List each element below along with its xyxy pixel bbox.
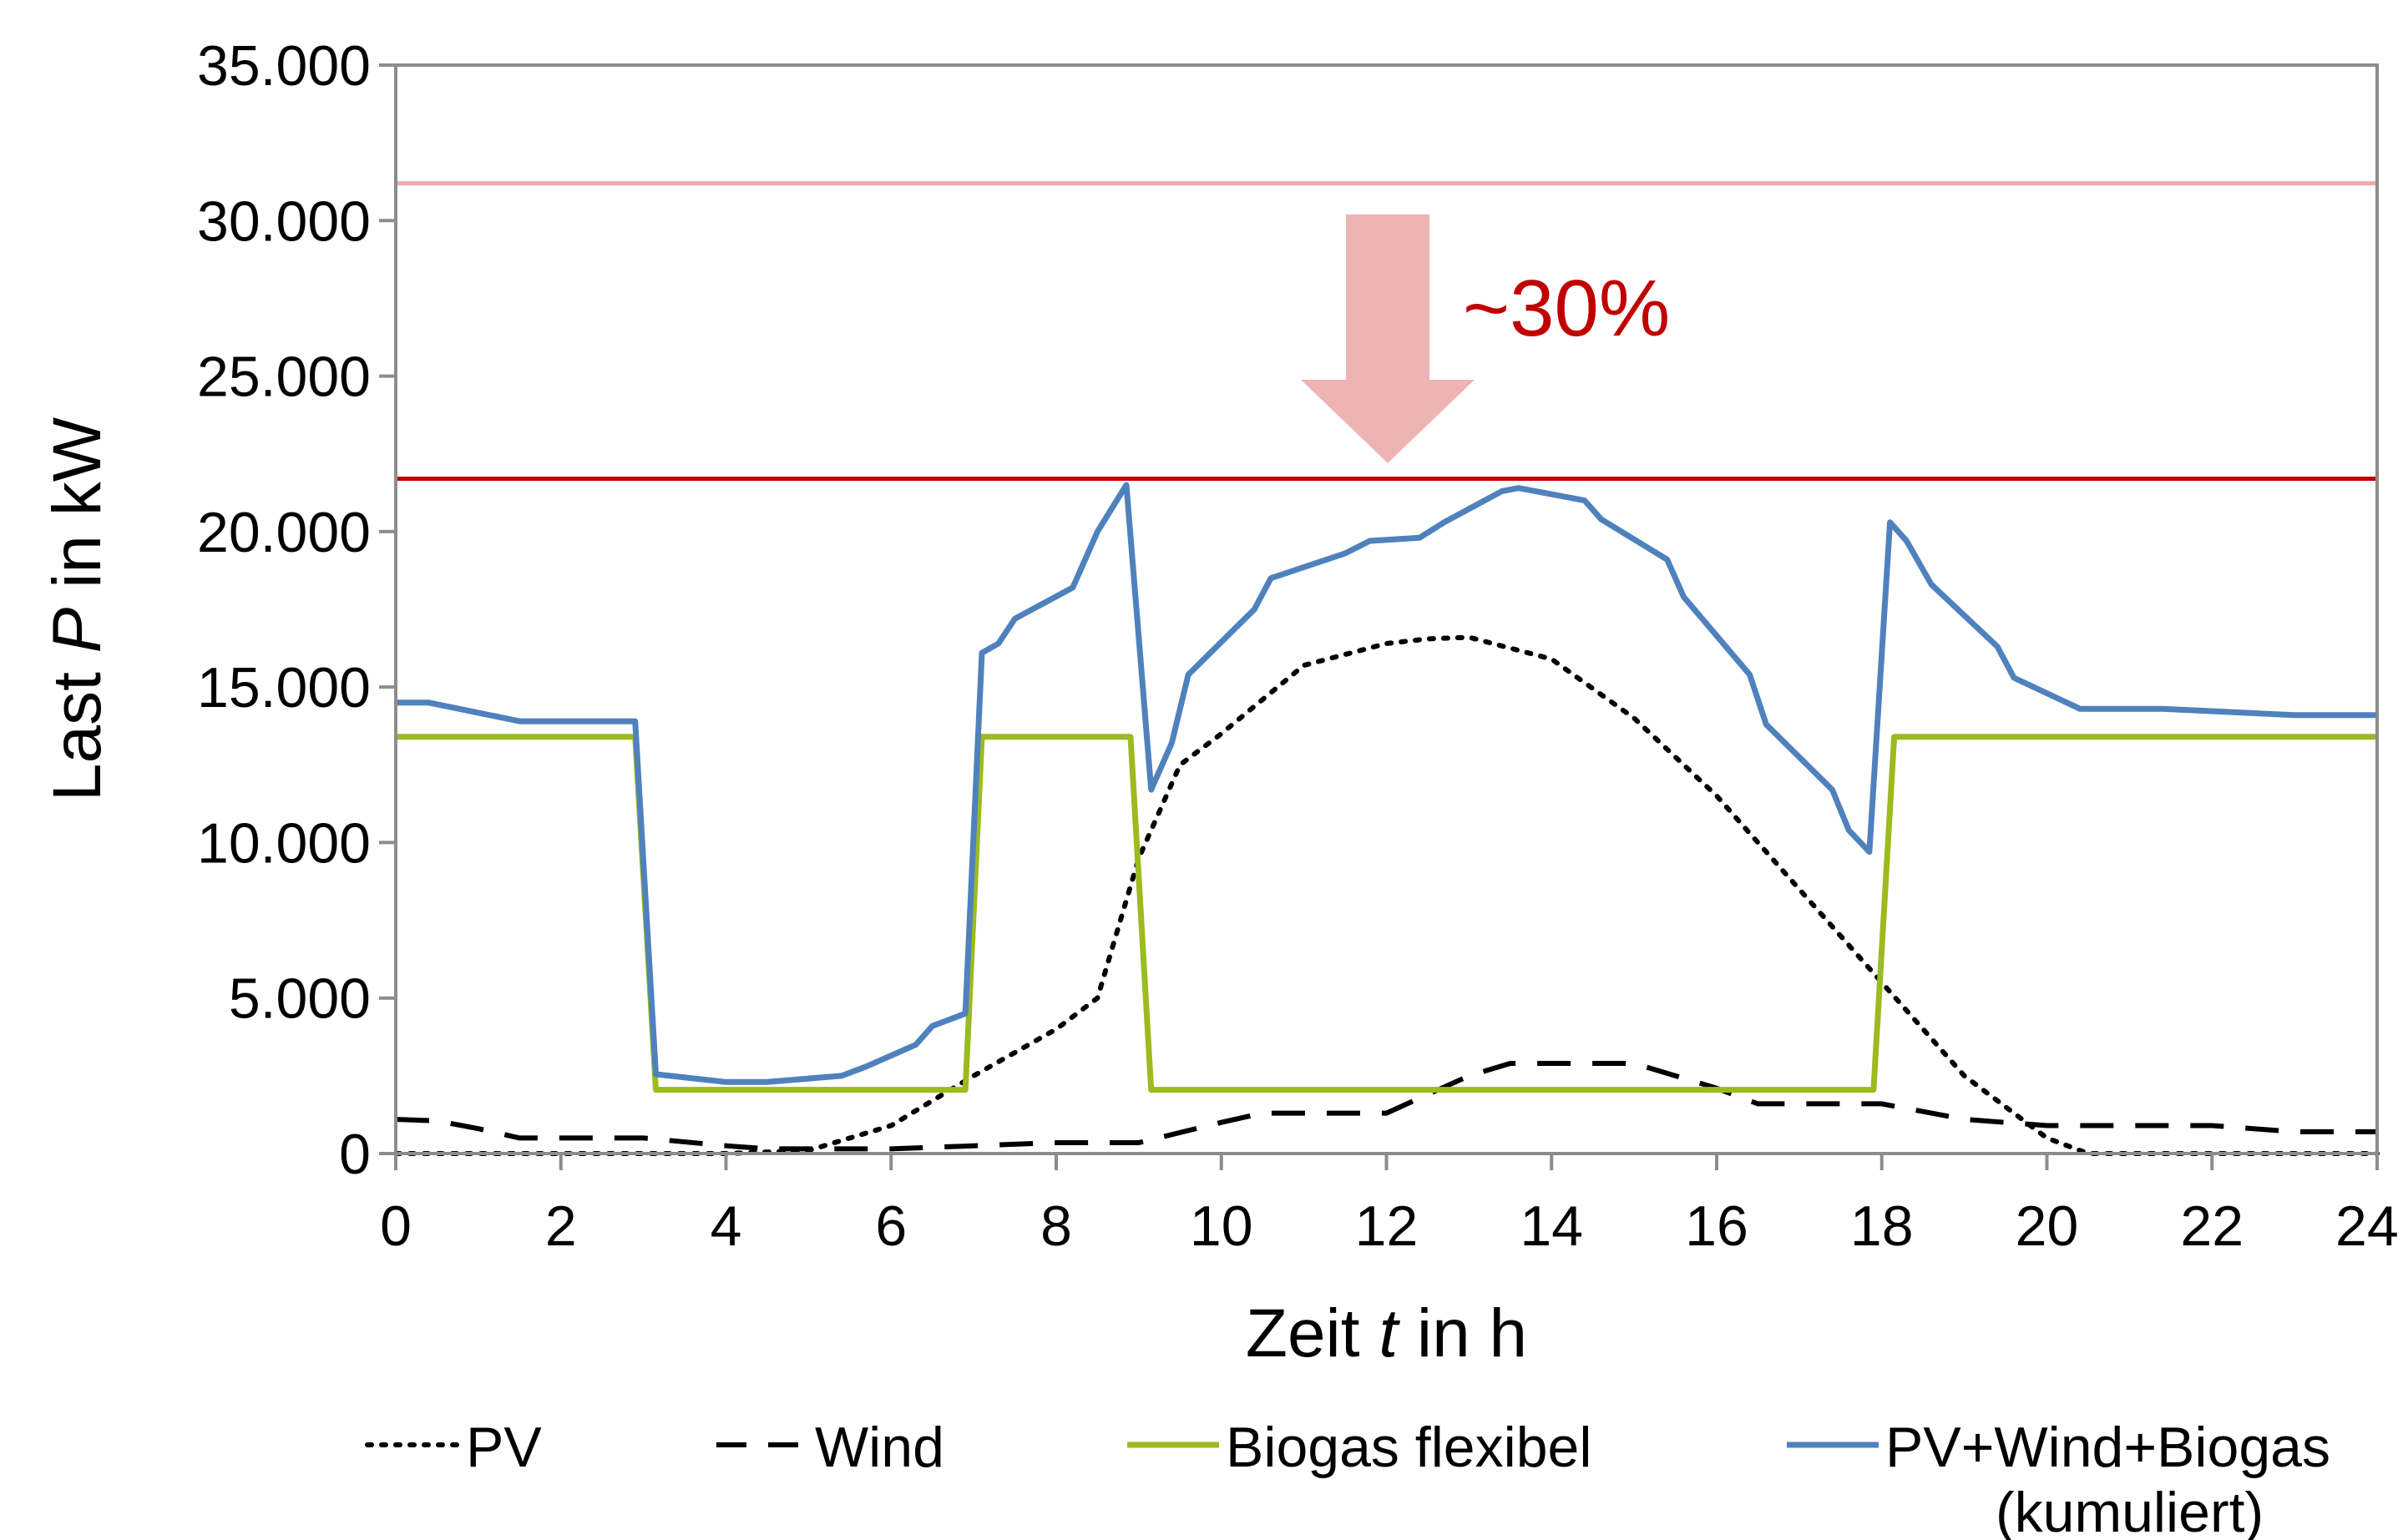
x-tick-label: 6 (875, 1194, 907, 1258)
y-axis-title-variable: P (39, 607, 115, 653)
legend-label-line2: (kumuliert) (1996, 1481, 2264, 1540)
y-tick-label: 25.000 (197, 346, 371, 409)
series-line-pv (393, 634, 2380, 1156)
y-tick-label: 30.000 (197, 189, 371, 253)
y-tick-label: 5.000 (229, 967, 371, 1031)
y-tick-label: 15.000 (197, 656, 371, 720)
y-tick-label: 0 (339, 1123, 371, 1186)
legend-label: PV+Wind+Biogas (1885, 1416, 2330, 1479)
x-axis-title: Zeit t in h (1246, 1295, 1527, 1371)
x-axis-title-suffix: in h (1398, 1295, 1527, 1371)
x-tick-label: 8 (1040, 1194, 1072, 1258)
series-layer (393, 482, 2380, 1156)
y-axis-title: Last P in kW (39, 417, 115, 801)
y-tick-label: 10.000 (197, 811, 371, 875)
tick-labels: 0 5.000 10.000 15.000 20.000 25.000 30.000 35.0… (197, 34, 2399, 1258)
series-line-wind (395, 1061, 2377, 1152)
x-axis-title-variable: t (1379, 1295, 1400, 1371)
down-arrow-icon (1301, 214, 1475, 463)
legend-label: PV (466, 1416, 542, 1479)
legend-label: Wind (815, 1416, 944, 1479)
series-line-pv-wind-biogas (396, 482, 2377, 1085)
x-axis-title-prefix: Zeit (1246, 1295, 1379, 1371)
x-tick-label: 24 (2335, 1194, 2399, 1258)
x-tick-label: 18 (1850, 1194, 1914, 1258)
x-tick-label: 10 (1190, 1194, 1253, 1258)
x-tick-label: 2 (545, 1194, 577, 1258)
legend: PV Wind Biogas flexibel PV+Wind+Biogas(kumu… (365, 1416, 2330, 1540)
reduction-percent-label: ~30% (1463, 264, 1670, 353)
x-tick-label: 14 (1520, 1194, 1583, 1258)
x-tick-label: 0 (380, 1194, 412, 1258)
x-tick-label: 16 (1685, 1194, 1748, 1258)
reference-lines (396, 181, 2377, 482)
reduction-annotation: ~30% (1301, 214, 1670, 463)
y-axis-title-suffix: in kW (39, 417, 115, 607)
x-tick-label: 4 (711, 1194, 742, 1258)
x-tick-label: 12 (1355, 1194, 1419, 1258)
legend-label: Biogas flexibel (1226, 1416, 1591, 1479)
y-tick-label: 35.000 (197, 34, 371, 98)
y-tick-label: 20.000 (197, 501, 371, 564)
x-tick-label: 22 (2180, 1194, 2244, 1258)
x-tick-label: 20 (2016, 1194, 2079, 1258)
y-axis-title-prefix: Last (39, 653, 115, 801)
